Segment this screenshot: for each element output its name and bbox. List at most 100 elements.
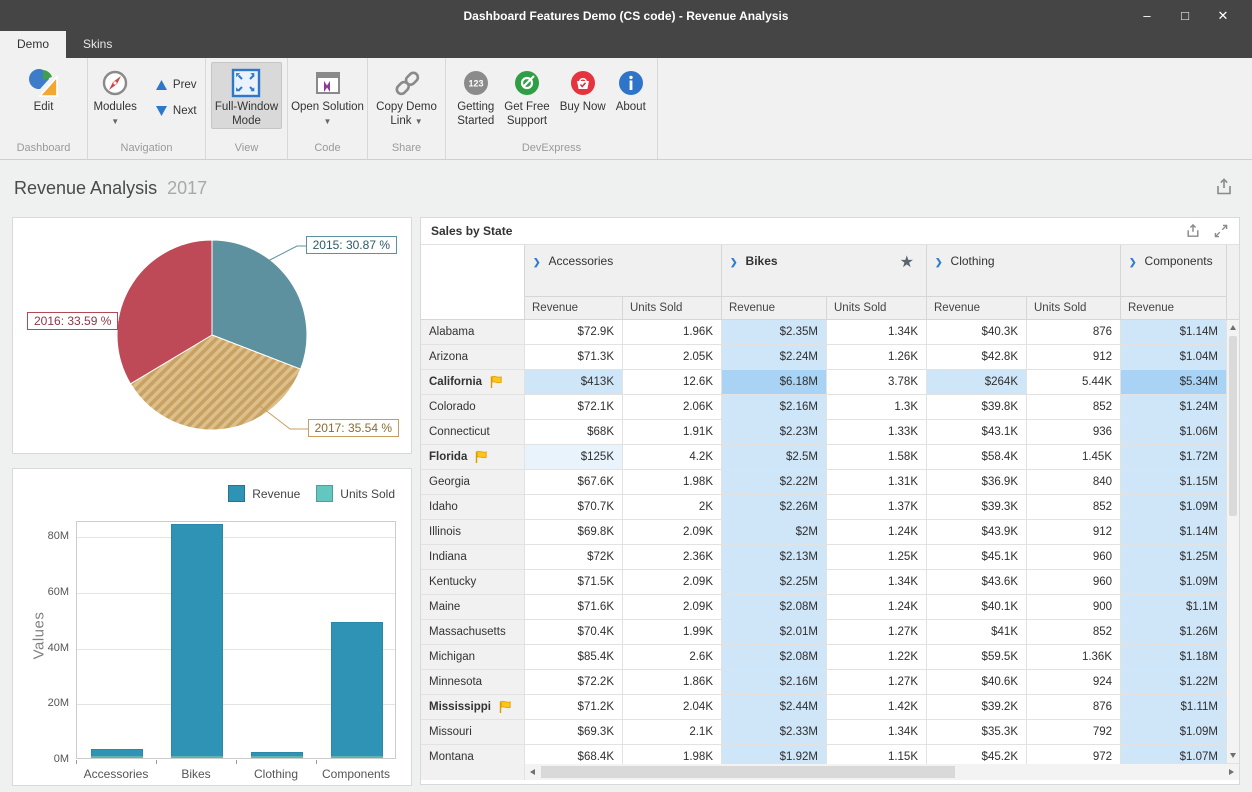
table-cell[interactable]: 3.78K bbox=[827, 370, 927, 395]
column-header-units-sold[interactable]: Units Sold bbox=[1027, 297, 1121, 320]
ribbon-button-prev[interactable]: Prev bbox=[148, 72, 205, 98]
bar-units-sold-bikes[interactable] bbox=[171, 756, 223, 758]
state-cell[interactable]: Connecticut bbox=[421, 420, 525, 445]
chevron-right-icon[interactable]: ❯ bbox=[730, 257, 738, 267]
chevron-right-icon[interactable]: ❯ bbox=[533, 257, 541, 267]
table-cell[interactable]: $1.06M bbox=[1121, 420, 1227, 445]
table-cell[interactable]: $41K bbox=[927, 620, 1027, 645]
table-cell[interactable]: 1.96K bbox=[623, 320, 722, 345]
table-cell[interactable]: $70.4K bbox=[525, 620, 623, 645]
table-cell[interactable]: $71.6K bbox=[525, 595, 623, 620]
table-cell[interactable]: $71.5K bbox=[525, 570, 623, 595]
column-header-units-sold[interactable]: Units Sold bbox=[623, 297, 722, 320]
chevron-right-icon[interactable]: ❯ bbox=[1129, 257, 1137, 267]
table-cell[interactable]: $85.4K bbox=[525, 645, 623, 670]
ribbon-button-buy-now[interactable]: Buy Now bbox=[556, 62, 610, 115]
table-cell[interactable]: 1.3K bbox=[827, 395, 927, 420]
table-cell[interactable]: $67.6K bbox=[525, 470, 623, 495]
column-header-revenue[interactable]: Revenue bbox=[927, 297, 1027, 320]
table-cell[interactable]: 1.26K bbox=[827, 345, 927, 370]
table-cell[interactable]: 2.36K bbox=[623, 545, 722, 570]
table-cell[interactable]: 1.37K bbox=[827, 495, 927, 520]
state-cell[interactable]: Idaho bbox=[421, 495, 525, 520]
table-cell[interactable]: 852 bbox=[1027, 620, 1121, 645]
state-cell[interactable]: Montana bbox=[421, 745, 525, 764]
table-cell[interactable]: 2.09K bbox=[623, 520, 722, 545]
table-cell[interactable]: $2.16M bbox=[722, 395, 827, 420]
table-cell[interactable]: $72.2K bbox=[525, 670, 623, 695]
table-cell[interactable]: $1.09M bbox=[1121, 570, 1227, 595]
table-cell[interactable]: $2.25M bbox=[722, 570, 827, 595]
column-group-components[interactable]: ❯Components bbox=[1121, 245, 1227, 297]
table-cell[interactable]: $1.24M bbox=[1121, 395, 1227, 420]
vertical-scrollbar[interactable] bbox=[1227, 320, 1239, 764]
table-cell[interactable]: 1.27K bbox=[827, 670, 927, 695]
table-cell[interactable]: 852 bbox=[1027, 395, 1121, 420]
scroll-left-arrow[interactable] bbox=[530, 769, 535, 775]
table-cell[interactable]: $1.07M bbox=[1121, 745, 1227, 764]
column-group-clothing[interactable]: ❯Clothing bbox=[927, 245, 1121, 297]
table-cell[interactable]: $35.3K bbox=[927, 720, 1027, 745]
ribbon-button-getting-started[interactable]: 123GettingStarted bbox=[453, 62, 498, 129]
table-cell[interactable]: 1.98K bbox=[623, 745, 722, 764]
table-cell[interactable]: $2.08M bbox=[722, 645, 827, 670]
table-cell[interactable]: 4.2K bbox=[623, 445, 722, 470]
table-cell[interactable]: $59.5K bbox=[927, 645, 1027, 670]
table-cell[interactable]: 1.31K bbox=[827, 470, 927, 495]
table-cell[interactable]: $2.01M bbox=[722, 620, 827, 645]
tab-demo[interactable]: Demo bbox=[0, 31, 66, 58]
table-cell[interactable]: 912 bbox=[1027, 520, 1121, 545]
state-cell[interactable]: Arizona bbox=[421, 345, 525, 370]
table-cell[interactable]: 1.34K bbox=[827, 720, 927, 745]
table-cell[interactable]: $2.26M bbox=[722, 495, 827, 520]
table-cell[interactable]: 1.42K bbox=[827, 695, 927, 720]
ribbon-button-edit[interactable]: Edit bbox=[24, 62, 64, 115]
table-cell[interactable]: $1.15M bbox=[1121, 470, 1227, 495]
state-cell[interactable]: Indiana bbox=[421, 545, 525, 570]
table-cell[interactable]: 900 bbox=[1027, 595, 1121, 620]
table-cell[interactable]: 876 bbox=[1027, 695, 1121, 720]
state-cell[interactable]: Missouri bbox=[421, 720, 525, 745]
table-cell[interactable]: 840 bbox=[1027, 470, 1121, 495]
state-cell[interactable]: Illinois bbox=[421, 520, 525, 545]
state-cell[interactable]: Kentucky bbox=[421, 570, 525, 595]
column-group-accessories[interactable]: ❯Accessories bbox=[525, 245, 722, 297]
scroll-right-arrow[interactable] bbox=[1229, 769, 1234, 775]
table-cell[interactable]: 1.24K bbox=[827, 595, 927, 620]
table-cell[interactable]: 1.58K bbox=[827, 445, 927, 470]
table-cell[interactable]: 792 bbox=[1027, 720, 1121, 745]
table-cell[interactable]: 1.99K bbox=[623, 620, 722, 645]
table-cell[interactable]: 2.06K bbox=[623, 395, 722, 420]
table-cell[interactable]: $2.24M bbox=[722, 345, 827, 370]
ribbon-button-copy-demo-link[interactable]: Copy DemoLink ▼ bbox=[372, 62, 441, 130]
table-cell[interactable]: $2.08M bbox=[722, 595, 827, 620]
column-header-units-sold[interactable]: Units Sold bbox=[827, 297, 927, 320]
table-cell[interactable]: 912 bbox=[1027, 345, 1121, 370]
table-cell[interactable]: $2.35M bbox=[722, 320, 827, 345]
table-cell[interactable]: $36.9K bbox=[927, 470, 1027, 495]
ribbon-button-get-free-support[interactable]: Get FreeSupport bbox=[500, 62, 553, 129]
table-cell[interactable]: $2.13M bbox=[722, 545, 827, 570]
table-cell[interactable]: $1.09M bbox=[1121, 720, 1227, 745]
table-cell[interactable]: 2.09K bbox=[623, 595, 722, 620]
table-cell[interactable]: $40.3K bbox=[927, 320, 1027, 345]
table-cell[interactable]: $1.1M bbox=[1121, 595, 1227, 620]
table-cell[interactable]: 1.15K bbox=[827, 745, 927, 764]
table-cell[interactable]: $1.25M bbox=[1121, 545, 1227, 570]
state-cell[interactable]: Florida bbox=[421, 445, 525, 470]
export-dashboard-icon[interactable] bbox=[1214, 177, 1234, 202]
tab-skins[interactable]: Skins bbox=[66, 31, 129, 58]
table-cell[interactable]: $72K bbox=[525, 545, 623, 570]
table-cell[interactable]: $72.9K bbox=[525, 320, 623, 345]
table-cell[interactable]: $1.26M bbox=[1121, 620, 1227, 645]
table-cell[interactable]: $43.1K bbox=[927, 420, 1027, 445]
table-cell[interactable]: $71.3K bbox=[525, 345, 623, 370]
table-cell[interactable]: $58.4K bbox=[927, 445, 1027, 470]
table-cell[interactable]: 1.34K bbox=[827, 320, 927, 345]
scroll-down-arrow[interactable] bbox=[1230, 753, 1236, 758]
table-cell[interactable]: $5.34M bbox=[1121, 370, 1227, 395]
table-cell[interactable]: 1.27K bbox=[827, 620, 927, 645]
table-cell[interactable]: $70.7K bbox=[525, 495, 623, 520]
column-header-revenue[interactable]: Revenue bbox=[525, 297, 623, 320]
table-cell[interactable]: $43.6K bbox=[927, 570, 1027, 595]
